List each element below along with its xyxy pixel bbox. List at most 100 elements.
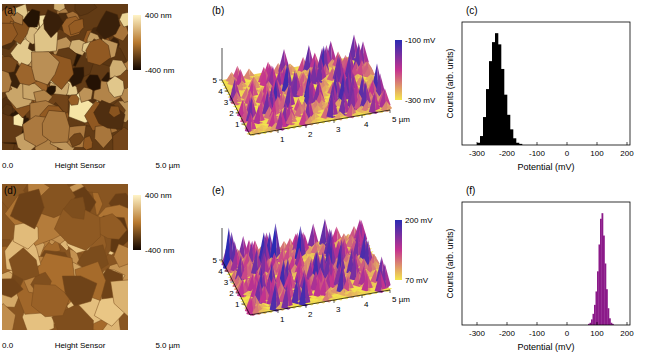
tick xyxy=(225,91,228,92)
tick xyxy=(219,260,222,261)
colorbar xyxy=(133,195,141,250)
grain xyxy=(107,76,125,98)
label: 3 xyxy=(224,278,229,287)
grain xyxy=(75,4,97,16)
tick xyxy=(219,80,222,81)
grain xyxy=(79,87,93,102)
surface xyxy=(220,35,392,137)
grain xyxy=(109,60,127,79)
tick xyxy=(334,300,335,303)
label: 1 xyxy=(235,120,240,129)
tick xyxy=(362,115,363,118)
surface xyxy=(220,219,392,316)
grain xyxy=(2,304,16,331)
tick xyxy=(241,124,244,125)
grain xyxy=(68,95,79,106)
label: 0.0 xyxy=(2,161,14,170)
grain xyxy=(111,279,128,318)
grain xyxy=(109,106,121,117)
grain xyxy=(94,100,125,129)
label: 5.0 µm xyxy=(155,161,180,170)
label: 1 xyxy=(280,315,285,324)
label: 2 xyxy=(229,289,234,298)
label: (a) xyxy=(4,5,16,16)
label: 400 nm xyxy=(145,11,172,20)
grain xyxy=(2,23,18,47)
grain xyxy=(62,276,97,306)
axis-line xyxy=(222,228,223,260)
figure: 400 nm-400 nm(a)0.0Height Sensor5.0 µm40… xyxy=(0,0,652,359)
axis-line xyxy=(222,48,223,80)
grain xyxy=(2,279,23,298)
grain xyxy=(114,244,128,267)
tick xyxy=(230,282,233,283)
label: -400 nm xyxy=(145,66,175,75)
grain xyxy=(2,184,16,198)
label: 0.0 xyxy=(2,341,14,350)
height-image xyxy=(2,4,128,150)
grain xyxy=(69,133,84,147)
label: 5 xyxy=(213,76,218,85)
grain xyxy=(42,110,69,142)
axis-line xyxy=(222,260,250,315)
grain xyxy=(32,52,60,85)
label: 400 nm xyxy=(145,191,172,200)
grain xyxy=(2,68,12,93)
label: 3 xyxy=(336,125,341,134)
tick xyxy=(236,113,239,114)
tick xyxy=(362,295,363,298)
tick xyxy=(278,310,279,313)
label: -400 nm xyxy=(145,246,175,255)
label: -100 mV xyxy=(405,36,436,45)
tick xyxy=(236,293,239,294)
grain xyxy=(54,4,65,11)
label: 1 xyxy=(280,135,285,144)
surface-facet xyxy=(318,105,324,114)
grain xyxy=(2,56,18,73)
tick xyxy=(306,125,307,128)
tick xyxy=(278,130,279,133)
label: 4 xyxy=(364,120,369,129)
tick xyxy=(225,271,228,272)
surface-facet xyxy=(305,276,311,306)
grain xyxy=(64,197,86,219)
axis-line xyxy=(250,110,390,135)
label: (d) xyxy=(4,185,16,196)
label: 4 xyxy=(218,267,223,276)
grain xyxy=(9,248,39,280)
surface-facet xyxy=(385,263,391,289)
tick xyxy=(390,290,391,293)
label: Height Sensor xyxy=(55,161,106,170)
tick xyxy=(334,120,335,123)
grain xyxy=(43,10,63,38)
label: 5.0 µm xyxy=(155,341,180,350)
label: 1 xyxy=(235,300,240,309)
label: 2 xyxy=(308,310,313,319)
height-image xyxy=(2,184,128,330)
label: Height Sensor xyxy=(55,341,106,350)
colorbar xyxy=(395,40,402,100)
label: 5 xyxy=(213,256,218,265)
tick xyxy=(306,305,307,308)
grain xyxy=(96,214,127,240)
label: -300 mV xyxy=(405,96,436,105)
tick xyxy=(390,110,391,113)
axis-line xyxy=(250,290,390,315)
label: 3 xyxy=(224,98,229,107)
tick xyxy=(241,304,244,305)
grain xyxy=(86,75,101,91)
grain xyxy=(113,127,128,150)
grain xyxy=(86,39,111,66)
grain xyxy=(3,104,13,116)
grain xyxy=(69,19,84,35)
label: 5 µm xyxy=(392,115,410,124)
tick xyxy=(230,102,233,103)
label: 2 xyxy=(308,130,313,139)
axis-line xyxy=(222,80,250,135)
grain xyxy=(62,16,83,37)
colorbar xyxy=(133,15,141,70)
label: (b) xyxy=(212,5,224,16)
grain xyxy=(120,13,129,28)
label: 4 xyxy=(364,300,369,309)
label: 3 xyxy=(336,305,341,314)
